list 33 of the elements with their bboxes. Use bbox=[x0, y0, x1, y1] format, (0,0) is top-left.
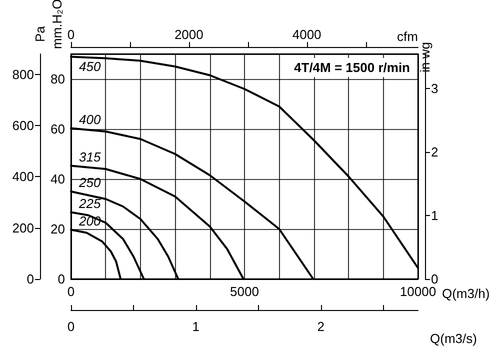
text: 2 bbox=[317, 319, 324, 334]
x2-axis-title: cfm bbox=[397, 29, 418, 44]
x-axis-title: Q(m3/h) bbox=[442, 286, 490, 301]
x-tick-label: 10000 bbox=[400, 284, 436, 299]
y2-tick-label: 200 bbox=[12, 220, 34, 236]
y2-axis-title: Pa bbox=[32, 25, 48, 42]
y3-tick-label: 3 bbox=[431, 80, 438, 96]
y-axis-title: mm.H₂O bbox=[50, 0, 64, 49]
series-label: 450 bbox=[79, 58, 102, 74]
y3-tick-label: 1 bbox=[431, 208, 438, 223]
y2-tick-label: 0 bbox=[26, 272, 34, 286]
x2-tick-label: 4000 bbox=[292, 27, 322, 42]
y-tick-label: 0 bbox=[58, 272, 65, 286]
text: 0 bbox=[67, 319, 75, 334]
y2-tick-label: 800 bbox=[12, 66, 34, 82]
y-tick-label: 40 bbox=[50, 172, 65, 186]
series-label: 315 bbox=[79, 149, 102, 164]
x2-tick-label: 2000 bbox=[174, 27, 204, 42]
series-label: 225 bbox=[78, 196, 102, 211]
y-tick-label: 80 bbox=[50, 72, 65, 86]
text: Q(m3/s) bbox=[430, 331, 477, 346]
y-tick-label: 60 bbox=[50, 122, 65, 136]
y-tick-label: 20 bbox=[50, 222, 65, 236]
y2-tick-label: 400 bbox=[12, 169, 34, 184]
x-tick-label: 0 bbox=[67, 284, 75, 299]
series-label: 400 bbox=[79, 112, 102, 127]
chart-title: 4T/4M = 1500 r/min bbox=[294, 60, 410, 75]
y2-tick-label: 600 bbox=[12, 118, 34, 134]
text: 1 bbox=[192, 319, 200, 334]
x-tick-label: 5000 bbox=[230, 284, 259, 299]
y3-tick-label: 2 bbox=[431, 144, 438, 160]
x2-tick-label: 0 bbox=[67, 27, 75, 42]
y3-tick-label: 0 bbox=[431, 272, 438, 286]
